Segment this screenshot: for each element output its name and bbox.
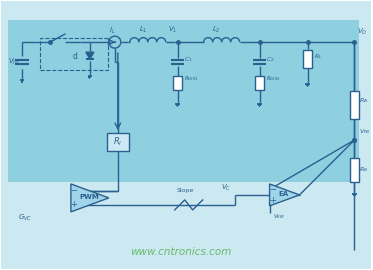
FancyBboxPatch shape (255, 76, 264, 90)
Text: www.cntronics.com: www.cntronics.com (130, 247, 231, 257)
Text: PWM: PWM (79, 194, 99, 200)
Text: $V_{IN}$: $V_{IN}$ (8, 57, 20, 67)
Polygon shape (270, 184, 300, 206)
Text: $R_{ESR2}$: $R_{ESR2}$ (266, 74, 280, 83)
Text: $V_{REF}$: $V_{REF}$ (273, 212, 286, 221)
Text: EA: EA (279, 191, 289, 197)
Text: $R_B$: $R_B$ (360, 166, 369, 174)
Text: $I_L$: $I_L$ (109, 26, 116, 36)
Text: $C_2$: $C_2$ (266, 55, 274, 63)
FancyBboxPatch shape (350, 91, 359, 119)
Text: $V_1$: $V_1$ (168, 25, 178, 35)
Text: $L_2$: $L_2$ (212, 25, 221, 35)
FancyBboxPatch shape (173, 76, 182, 90)
Text: $V_{FB}$: $V_{FB}$ (360, 127, 371, 136)
Text: $C_1$: $C_1$ (184, 55, 192, 63)
Text: $R_{ESR1}$: $R_{ESR1}$ (184, 74, 199, 83)
Text: $R_A$: $R_A$ (360, 96, 369, 104)
Text: −: − (269, 185, 276, 194)
Text: +: + (70, 200, 77, 210)
FancyBboxPatch shape (107, 133, 129, 151)
FancyBboxPatch shape (350, 158, 359, 182)
Text: −: − (70, 186, 77, 195)
Polygon shape (86, 52, 94, 59)
Text: $V_C$: $V_C$ (221, 183, 231, 193)
Text: +: + (269, 196, 276, 205)
Text: Slope: Slope (177, 188, 194, 193)
FancyBboxPatch shape (303, 50, 312, 68)
Text: $V_O$: $V_O$ (357, 27, 368, 37)
Polygon shape (71, 184, 109, 212)
Text: $G_{VC}$: $G_{VC}$ (18, 213, 32, 223)
Text: $R_L$: $R_L$ (314, 52, 322, 60)
FancyBboxPatch shape (8, 20, 360, 182)
Text: $R_i$: $R_i$ (113, 136, 122, 148)
Text: $L_1$: $L_1$ (138, 25, 147, 35)
Text: d: d (72, 52, 77, 61)
